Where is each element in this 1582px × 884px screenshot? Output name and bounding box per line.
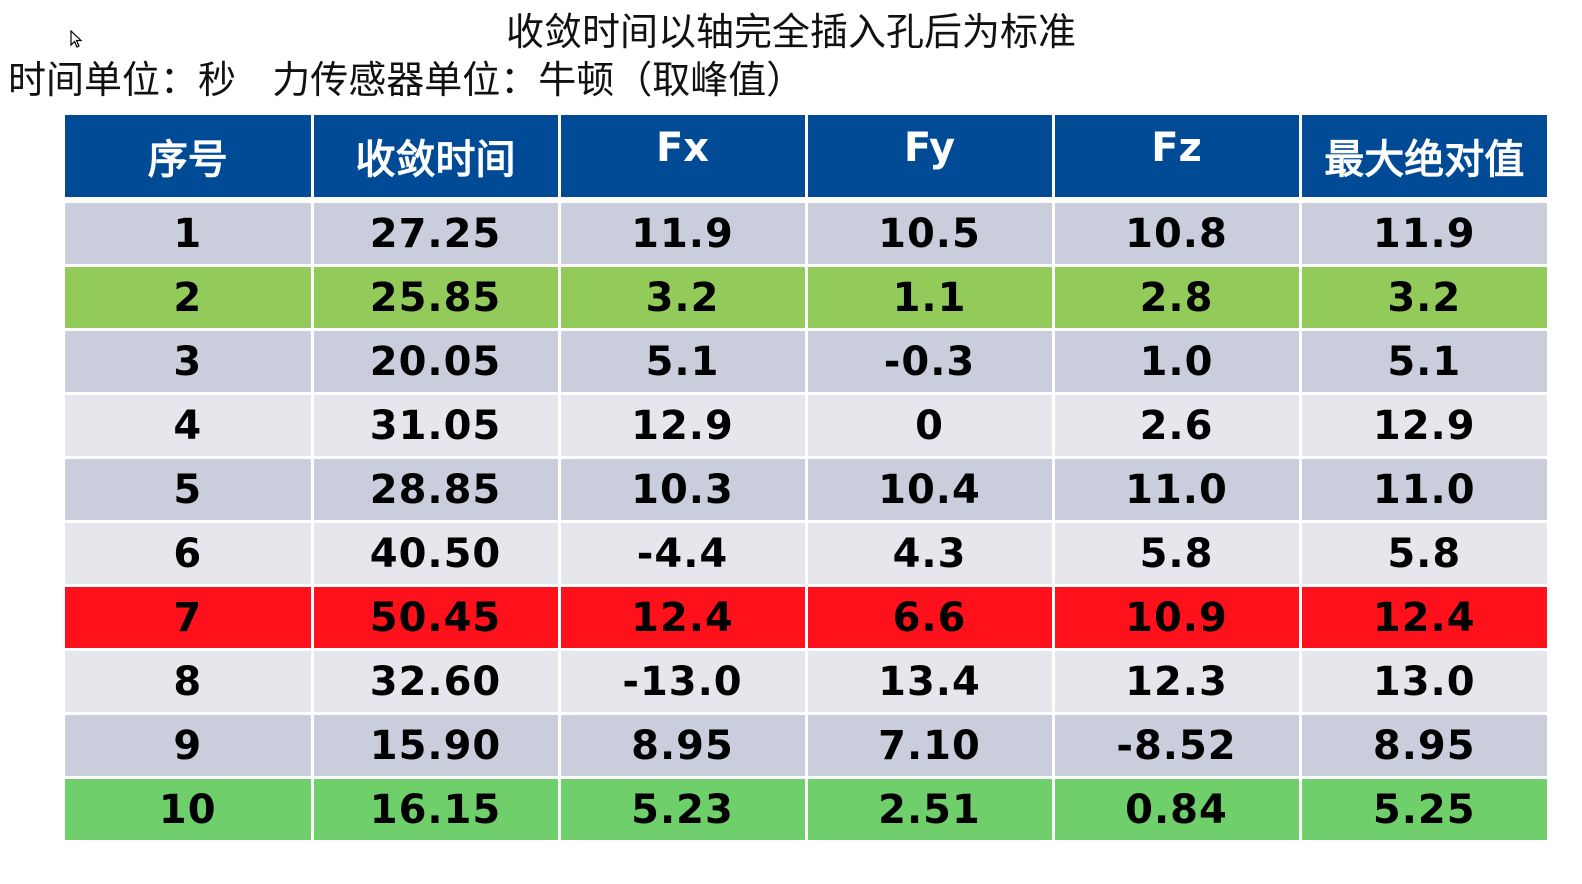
table-row: 5 28.85 10.3 10.4 11.0 11.0 [65, 456, 1547, 523]
cell-index: 1 [65, 198, 314, 267]
cell-fy: -0.3 [804, 328, 1055, 395]
results-table-container: 序号 收敛时间 Fx Fy Fz 最大绝对值 1 27.25 11.9 10.5 10.… [65, 115, 1547, 840]
cell-convergence-time: 27.25 [310, 198, 561, 267]
cell-fx: 12.4 [557, 584, 808, 651]
cell-max-abs: 5.8 [1298, 520, 1547, 587]
column-header-max-abs: 最大绝对值 [1298, 115, 1547, 203]
table-row: 6 40.50 -4.4 4.3 5.8 5.8 [65, 520, 1547, 587]
cell-index: 5 [65, 456, 314, 523]
cell-convergence-time: 15.90 [310, 712, 561, 779]
cell-fy: 2.51 [804, 776, 1055, 840]
cell-max-abs: 5.1 [1298, 328, 1547, 395]
mouse-pointer-icon [70, 29, 84, 50]
cell-fx: 11.9 [557, 198, 808, 267]
table-row: 7 50.45 12.4 6.6 10.9 12.4 [65, 584, 1547, 651]
cell-fx: 3.2 [557, 264, 808, 331]
cell-fy: 6.6 [804, 584, 1055, 651]
cell-fz: 10.8 [1051, 198, 1302, 267]
cell-fx: 12.9 [557, 392, 808, 459]
cell-fx: 5.1 [557, 328, 808, 395]
cell-convergence-time: 50.45 [310, 584, 561, 651]
cell-fx: 8.95 [557, 712, 808, 779]
cell-convergence-time: 28.85 [310, 456, 561, 523]
cell-convergence-time: 40.50 [310, 520, 561, 587]
cell-fz: 10.9 [1051, 584, 1302, 651]
cell-fz: 5.8 [1051, 520, 1302, 587]
cell-fy: 13.4 [804, 648, 1055, 715]
column-header-fy: Fy [804, 115, 1055, 203]
column-header-fz: Fz [1051, 115, 1302, 203]
cell-fz: 2.8 [1051, 264, 1302, 331]
cell-max-abs: 12.9 [1298, 392, 1547, 459]
cell-convergence-time: 31.05 [310, 392, 561, 459]
cell-max-abs: 8.95 [1298, 712, 1547, 779]
cell-fy: 7.10 [804, 712, 1055, 779]
cell-convergence-time: 25.85 [310, 264, 561, 331]
cell-fz: -8.52 [1051, 712, 1302, 779]
cell-max-abs: 13.0 [1298, 648, 1547, 715]
cell-index: 6 [65, 520, 314, 587]
table-row: 4 31.05 12.9 0 2.6 12.9 [65, 392, 1547, 459]
cell-fx: 5.23 [557, 776, 808, 840]
table-row: 2 25.85 3.2 1.1 2.8 3.2 [65, 264, 1547, 331]
table-row: 10 16.15 5.23 2.51 0.84 5.25 [65, 776, 1547, 840]
cell-fx: -13.0 [557, 648, 808, 715]
cell-max-abs: 5.25 [1298, 776, 1547, 840]
cell-fy: 0 [804, 392, 1055, 459]
table-row: 1 27.25 11.9 10.5 10.8 11.9 [65, 198, 1547, 267]
cell-max-abs: 12.4 [1298, 584, 1547, 651]
units-subtitle: 时间单位：秒 力传感器单位：牛顿（取峰值） [8, 58, 805, 102]
cell-fz: 1.0 [1051, 328, 1302, 395]
table-row: 3 20.05 5.1 -0.3 1.0 5.1 [65, 328, 1547, 395]
cell-max-abs: 11.0 [1298, 456, 1547, 523]
column-header-fx: Fx [557, 115, 808, 203]
table-body: 1 27.25 11.9 10.5 10.8 11.9 2 25.85 3.2 1.1 2.8 3.2… [65, 198, 1547, 840]
column-header-index: 序号 [65, 115, 314, 203]
cell-fz: 12.3 [1051, 648, 1302, 715]
cell-fy: 10.4 [804, 456, 1055, 523]
cell-fx: 10.3 [557, 456, 808, 523]
cell-fz: 2.6 [1051, 392, 1302, 459]
slide-title: 收敛时间以轴完全插入孔后为标准 [505, 10, 1076, 54]
column-header-convergence-time: 收敛时间 [310, 115, 561, 203]
table-row: 8 32.60 -13.0 13.4 12.3 13.0 [65, 648, 1547, 715]
cell-index: 2 [65, 264, 314, 331]
cell-fz: 0.84 [1051, 776, 1302, 840]
cell-convergence-time: 32.60 [310, 648, 561, 715]
results-table: 序号 收敛时间 Fx Fy Fz 最大绝对值 1 27.25 11.9 10.5 10.… [65, 115, 1547, 840]
cell-index: 8 [65, 648, 314, 715]
cell-fy: 10.5 [804, 198, 1055, 267]
cell-fy: 4.3 [804, 520, 1055, 587]
cell-index: 7 [65, 584, 314, 651]
table-row: 9 15.90 8.95 7.10 -8.52 8.95 [65, 712, 1547, 779]
cell-index: 10 [65, 776, 314, 840]
cell-convergence-time: 16.15 [310, 776, 561, 840]
table-header-row: 序号 收敛时间 Fx Fy Fz 最大绝对值 [65, 115, 1547, 203]
cell-fy: 1.1 [804, 264, 1055, 331]
cell-max-abs: 11.9 [1298, 198, 1547, 267]
cell-index: 9 [65, 712, 314, 779]
cell-fx: -4.4 [557, 520, 808, 587]
cell-fz: 11.0 [1051, 456, 1302, 523]
cell-index: 3 [65, 328, 314, 395]
cell-index: 4 [65, 392, 314, 459]
cell-convergence-time: 20.05 [310, 328, 561, 395]
cell-max-abs: 3.2 [1298, 264, 1547, 331]
